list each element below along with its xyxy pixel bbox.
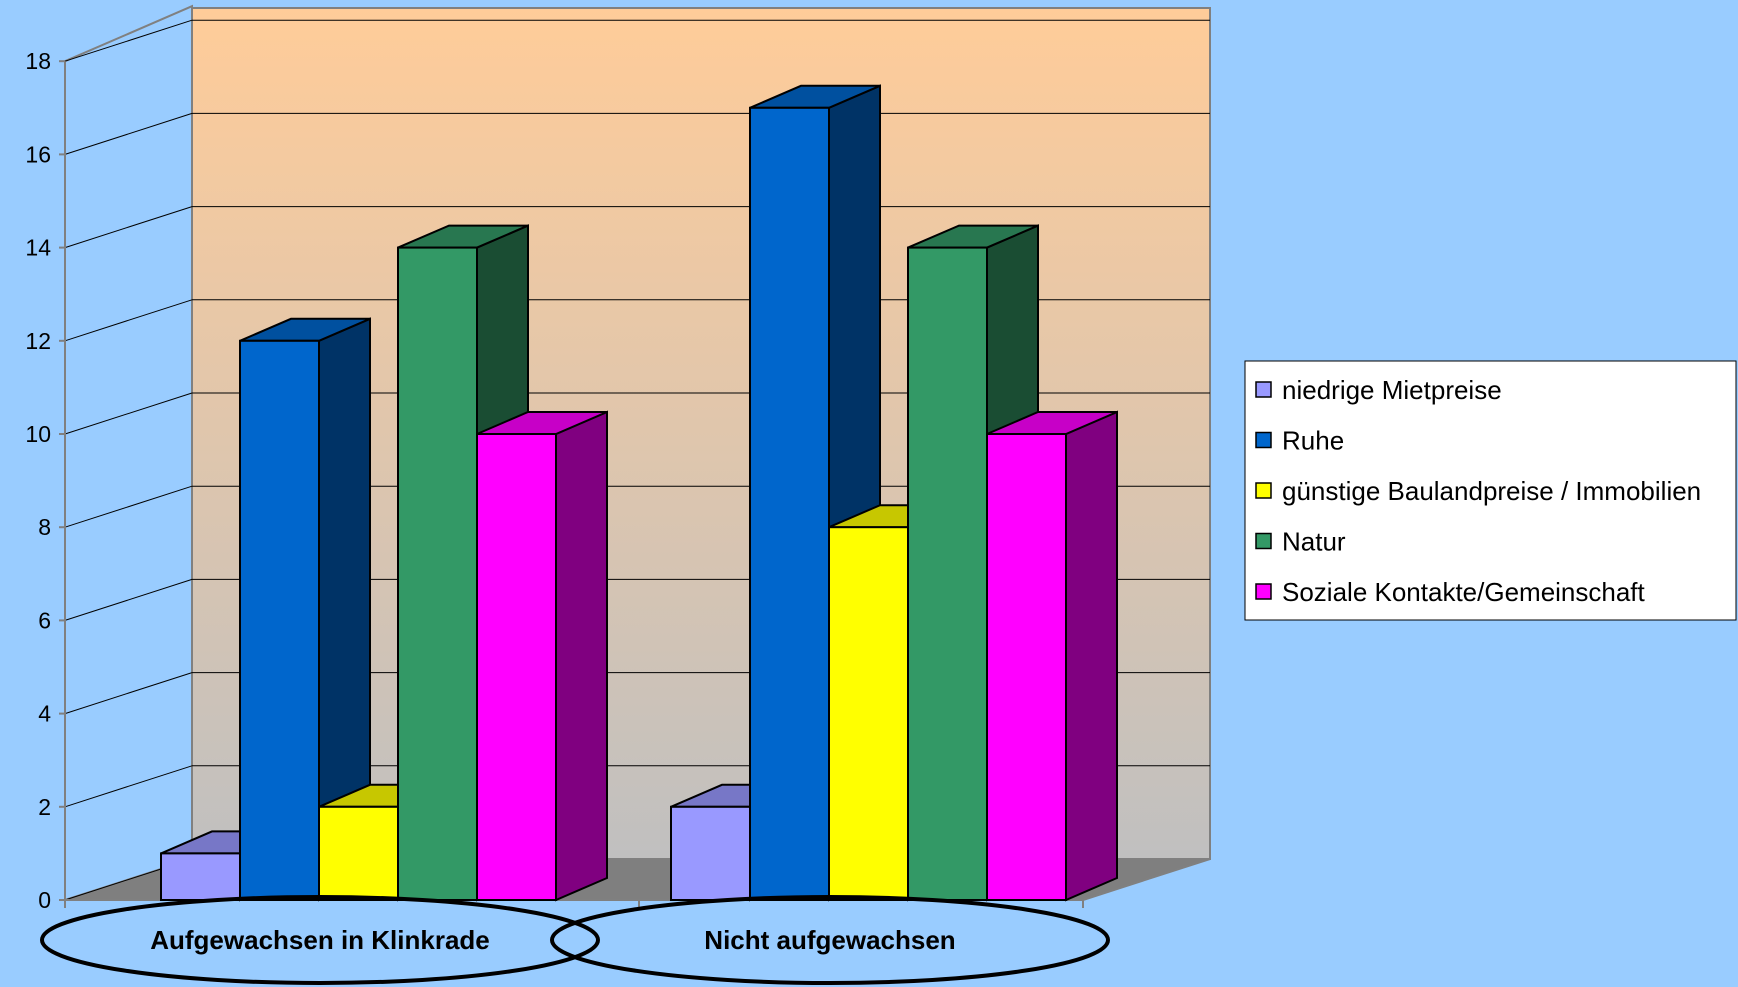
y-tick-label: 14 <box>25 235 51 261</box>
gridline-side <box>64 112 193 155</box>
gridline-side <box>64 19 193 62</box>
bar-front <box>160 852 241 902</box>
gridline-side <box>64 392 193 435</box>
bar-front <box>670 805 751 901</box>
category-ellipse <box>550 895 1110 985</box>
y-tick-label: 16 <box>25 141 51 167</box>
y-axis: 0 2 4 6 8 10 12 14 16 18 <box>25 48 1211 913</box>
legend-entry: Natur <box>1282 527 1346 557</box>
bar-front <box>907 246 988 902</box>
legend-swatch <box>1255 381 1272 398</box>
side-wall <box>64 4 193 902</box>
legend-swatch <box>1255 482 1272 499</box>
floor-edge <box>1082 858 1211 901</box>
gridline-side <box>64 485 193 528</box>
gridline-side <box>64 299 193 342</box>
legend-entry: niedrige Mietpreise <box>1282 375 1502 405</box>
y-tick-label: 0 <box>38 887 51 913</box>
bar <box>476 410 608 902</box>
category-label: Nicht aufgewachsen <box>704 925 955 955</box>
legend-entry: Ruhe <box>1282 426 1344 456</box>
y-tick-label: 10 <box>25 421 51 447</box>
gridline-side <box>64 765 193 808</box>
y-tick-label: 2 <box>38 794 51 820</box>
bar <box>986 410 1118 902</box>
gridline-side <box>64 206 193 249</box>
bar-front <box>397 246 478 902</box>
bar-side <box>555 410 608 902</box>
legend: niedrige Mietpreise Ruhe günstige Baulandp… <box>1244 360 1737 621</box>
legend-entry: Soziale Kontakte/Gemeinschaft <box>1282 577 1646 607</box>
legend-swatch <box>1255 583 1272 600</box>
bar-front <box>986 433 1067 901</box>
legend-swatch <box>1255 431 1272 449</box>
bar-front <box>476 433 557 901</box>
category-labels: Aufgewachsen in Klinkrade Nicht aufgewach… <box>40 895 1110 985</box>
legend-swatch <box>1255 532 1272 550</box>
category-ellipse <box>40 895 600 985</box>
gridline-side <box>64 672 193 715</box>
bar <box>239 317 371 902</box>
bar-front <box>318 805 399 901</box>
bar-front <box>749 106 830 902</box>
bar-side <box>1065 410 1118 902</box>
bars <box>160 84 1118 902</box>
y-tick-label: 18 <box>25 48 51 74</box>
y-tick-label: 6 <box>38 607 51 633</box>
y-tick-label: 12 <box>25 328 51 354</box>
legend-box <box>1244 360 1737 621</box>
bar-front <box>828 526 909 901</box>
y-tick-label: 4 <box>38 701 51 727</box>
legend-entry: günstige Baulandpreise / Immobilien <box>1282 476 1701 506</box>
y-tick-label: 8 <box>38 514 51 540</box>
category-label: Aufgewachsen in Klinkrade <box>150 925 490 955</box>
gridline-side <box>64 578 193 621</box>
bar-front <box>239 339 320 901</box>
